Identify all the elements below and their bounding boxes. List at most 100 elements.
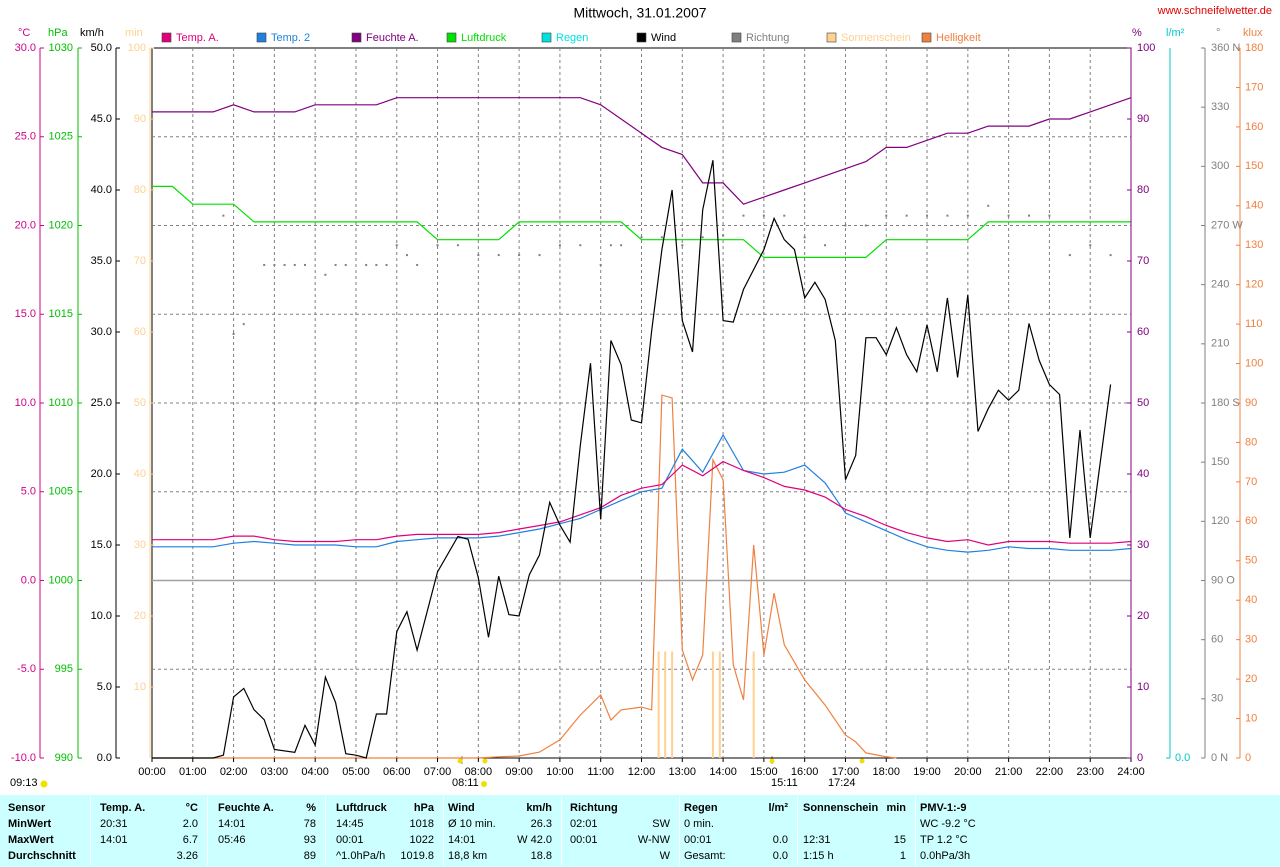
y-tick-label: 5.0 (97, 681, 112, 693)
y-tick-label: 1025 (49, 131, 73, 143)
y-tick-label: 80 (1245, 436, 1257, 448)
marker (457, 758, 463, 764)
legend-label: Feuchte A. (366, 32, 419, 44)
x-tick-label: 09:00 (505, 766, 533, 778)
x-tick-label: 17:00 (832, 766, 860, 778)
axis-title: hPa (48, 27, 68, 39)
y-tick-label: 20 (1245, 673, 1257, 685)
direction-dot (609, 244, 612, 247)
direction-dot (1109, 254, 1112, 257)
y-tick-label: 90 (134, 113, 146, 125)
table-cell: TP 1.2 °C (920, 834, 968, 846)
direction-dot (558, 244, 561, 247)
column-separator (90, 797, 91, 865)
axis-title: l/m² (1166, 27, 1185, 39)
y-tick-label: 50 (1137, 397, 1149, 409)
table-cell: 00:01 (684, 834, 712, 846)
x-tick-label: 14:00 (709, 766, 737, 778)
y-tick-label: 25.0 (15, 131, 36, 143)
y-tick-label: 10 (1137, 681, 1149, 693)
source: www.schneifelwetter.de (1157, 5, 1272, 17)
x-tick-label: 10:00 (546, 766, 574, 778)
y-tick-label: 30 (1211, 693, 1223, 705)
marker (769, 758, 775, 764)
x-tick-label: 12:00 (628, 766, 656, 778)
y-tick-label: 100 (128, 42, 146, 54)
table-header-cell: Sensor (8, 802, 46, 814)
y-tick-label: 40 (1245, 594, 1257, 606)
chart: Mittwoch, 31.01.2007 www.schneifelwetter… (10, 5, 1272, 789)
x-tick-label: 03:00 (261, 766, 289, 778)
axis-title: km/h (80, 27, 104, 39)
direction-dot (405, 254, 408, 257)
y-tick-label: 80 (1137, 184, 1149, 196)
column-separator (443, 797, 444, 865)
y-tick-label: 70 (1137, 255, 1149, 267)
table-cell: 15 (893, 834, 906, 846)
column-separator (561, 797, 562, 865)
y-tick-label: 210 (1211, 338, 1229, 350)
x-tick-label: 22:00 (1036, 766, 1064, 778)
y-tick-label: 100 (1137, 42, 1155, 54)
table-header-cell: % (306, 802, 316, 814)
direction-dot (864, 224, 867, 227)
y-tick-label: 1015 (49, 308, 73, 320)
annotation: 17:24 (828, 777, 856, 789)
y-tick-label: 360 N (1211, 42, 1240, 54)
legend-label: Regen (556, 32, 588, 44)
direction-dot (365, 263, 368, 266)
sunshine-bar (664, 651, 667, 758)
y-tick-label: 150 (1245, 160, 1263, 172)
table-cell: 12:31 (803, 834, 831, 846)
table-header-cell: min (886, 802, 906, 814)
y-tick-label: 20.0 (91, 468, 112, 480)
direction-dot (1068, 254, 1071, 257)
table-cell: W-NW (637, 834, 670, 846)
y-tick-label: 995 (55, 663, 73, 675)
y-tick-label: 1005 (49, 486, 73, 498)
table-cell: 14:45 (336, 818, 364, 830)
y-tick-label: 180 S (1211, 397, 1240, 409)
y-tick-label: 60 (1211, 634, 1223, 646)
table-cell: 1:15 h (803, 850, 834, 862)
direction-dot (344, 263, 347, 266)
table-header-cell: °C (185, 802, 198, 814)
y-tick-label: 45.0 (91, 113, 112, 125)
y-tick-label: 35.0 (91, 255, 112, 267)
table-header-cell: Regen (684, 802, 718, 814)
direction-dot (283, 263, 286, 266)
table-cell: 20:31 (100, 818, 128, 830)
table-cell: SW (652, 818, 670, 830)
table-cell: 14:01 (448, 834, 476, 846)
y-tick-label: 10.0 (91, 610, 112, 622)
table-header-cell: km/h (526, 802, 552, 814)
direction-dot (844, 224, 847, 227)
table-cell: 0.0 (772, 850, 788, 862)
y-tick-label: 150 (1211, 456, 1229, 468)
y-tick-label: 50 (134, 397, 146, 409)
direction-dot (518, 254, 521, 257)
direction-dot (966, 214, 969, 217)
y-tick-label: 270 W (1211, 219, 1243, 231)
direction-dot (599, 263, 602, 266)
sunshine-bar (711, 651, 714, 758)
x-tick-label: 01:00 (179, 766, 207, 778)
direction-dot (334, 263, 337, 266)
direction-dot (456, 244, 459, 247)
table-cell: 26.3 (530, 818, 552, 830)
table-cell: 2.0 (182, 818, 198, 830)
marker (859, 758, 865, 764)
legend-swatch (161, 32, 172, 43)
y-tick-label: 0 (1137, 752, 1143, 764)
table-header-cell: PMV-1:-9 (920, 802, 967, 814)
direction-dot (824, 244, 827, 247)
y-tick-label: 170 (1245, 81, 1263, 93)
y-tick-label: 990 (55, 752, 73, 764)
direction-dot (1028, 214, 1031, 217)
direction-dot (477, 254, 480, 257)
direction-dot (395, 244, 398, 247)
x-tick-label: 15:00 (750, 766, 778, 778)
table-cell: 02:01 (570, 818, 598, 830)
y-tick-label: 10 (134, 681, 146, 693)
column-separator (207, 797, 208, 865)
